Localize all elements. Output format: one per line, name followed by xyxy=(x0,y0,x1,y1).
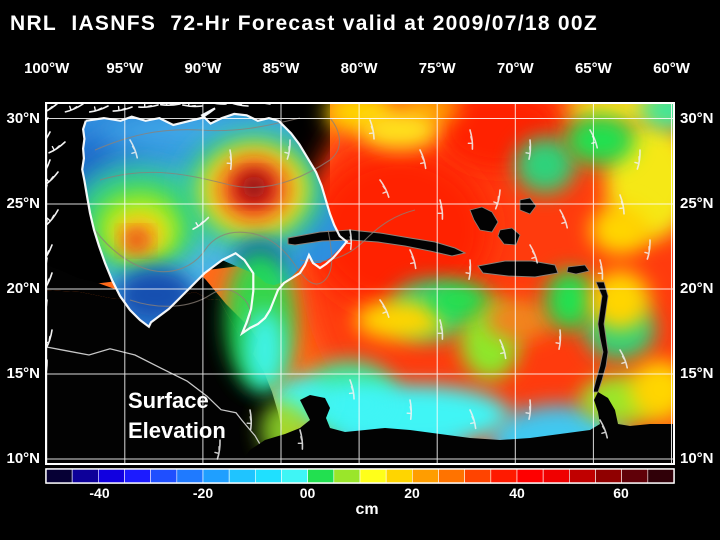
svg-text:20°N: 20°N xyxy=(6,280,40,297)
svg-text:15°N: 15°N xyxy=(680,365,714,382)
svg-text:70°W: 70°W xyxy=(497,60,535,77)
svg-text:40: 40 xyxy=(509,485,525,501)
svg-text:Elevation: Elevation xyxy=(128,418,226,443)
svg-text:90°W: 90°W xyxy=(184,60,222,77)
svg-text:85°W: 85°W xyxy=(263,60,301,77)
svg-text:20: 20 xyxy=(404,485,420,501)
svg-text:cm: cm xyxy=(355,501,378,518)
svg-text:95°W: 95°W xyxy=(106,60,144,77)
svg-text:60: 60 xyxy=(613,485,629,501)
svg-text:80°W: 80°W xyxy=(341,60,379,77)
svg-text:15°N: 15°N xyxy=(6,365,40,382)
svg-text:10°N: 10°N xyxy=(6,450,40,467)
svg-text:25°N: 25°N xyxy=(680,195,714,212)
svg-text:20°N: 20°N xyxy=(680,280,714,297)
svg-text:Surface: Surface xyxy=(128,388,209,413)
svg-text:-40: -40 xyxy=(89,485,109,501)
svg-text:00: 00 xyxy=(300,485,316,501)
svg-text:30°N: 30°N xyxy=(6,110,40,127)
svg-text:60°W: 60°W xyxy=(653,60,691,77)
svg-text:75°W: 75°W xyxy=(419,60,457,77)
svg-text:25°N: 25°N xyxy=(6,195,40,212)
svg-text:65°W: 65°W xyxy=(575,60,613,77)
svg-text:30°N: 30°N xyxy=(680,110,714,127)
svg-text:NRL IASNFS 72-Hr Forecast va: NRL IASNFS 72-Hr Forecast valid at 2009/… xyxy=(10,12,598,35)
svg-text:10°N: 10°N xyxy=(680,450,714,467)
svg-text:100°W: 100°W xyxy=(24,60,70,77)
svg-text:-20: -20 xyxy=(193,485,213,501)
